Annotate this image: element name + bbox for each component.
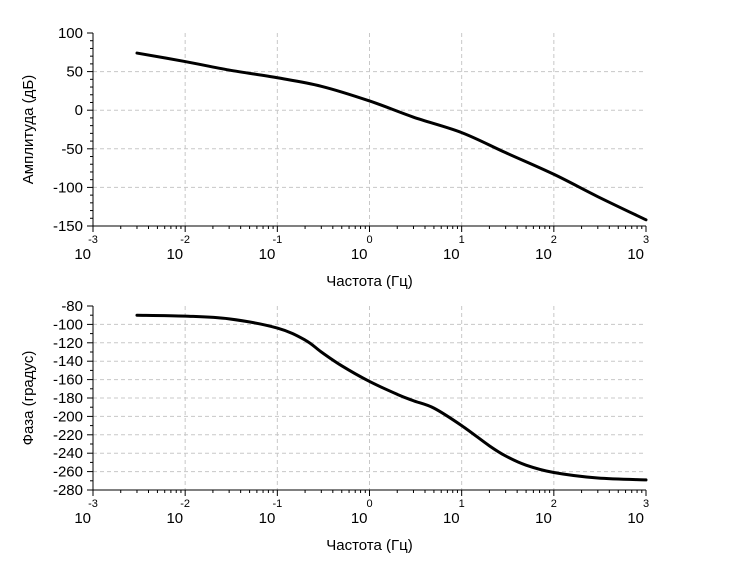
phase-x-tick-exponent: -1	[272, 498, 282, 510]
phase-x-tick-base: 10	[351, 510, 368, 527]
phase-y-tick-label: -180	[53, 390, 83, 407]
phase-x-tick-base: 10	[443, 510, 460, 527]
phase-x-axis-title: Частота (Гц)	[326, 537, 412, 554]
amplitude-y-axis-title: Амплитуда (дБ)	[20, 75, 37, 184]
phase-x-tick-label: 102	[535, 498, 557, 527]
amplitude-x-tick-label: 10-2	[166, 234, 190, 263]
phase-x-tick-base: 10	[627, 510, 644, 527]
phase-panel: -80-100-120-140-160-180-200-220-240-260-…	[20, 298, 649, 554]
phase-y-axis-title: Фаза (градус)	[20, 351, 37, 446]
amplitude-x-tick-base: 10	[166, 246, 183, 263]
amplitude-x-tick-label: 102	[535, 234, 557, 263]
phase-y-tick-label: -260	[53, 464, 83, 481]
amplitude-x-tick-exponent: -2	[180, 234, 190, 246]
amplitude-x-tick-base: 10	[535, 246, 552, 263]
amplitude-x-tick-base: 10	[259, 246, 276, 263]
phase-y-tick-label: -220	[53, 427, 83, 444]
phase-y-tick-label: -280	[53, 482, 83, 499]
phase-x-tick-base: 10	[74, 510, 91, 527]
amplitude-x-tick-exponent: 1	[459, 234, 465, 246]
phase-x-tick-exponent: -3	[88, 498, 98, 510]
phase-y-tick-label: -160	[53, 372, 83, 389]
amplitude-series-line	[135, 51, 648, 222]
amplitude-y-tick-label: 0	[75, 102, 83, 119]
phase-x-tick-exponent: 3	[643, 498, 649, 510]
amplitude-x-tick-base: 10	[443, 246, 460, 263]
phase-series-line	[135, 313, 648, 482]
amplitude-x-tick-base: 10	[351, 246, 368, 263]
amplitude-panel: 100500-50-100-15010-310-210-110010110210…	[20, 25, 649, 290]
phase-y-tick-label: -140	[53, 353, 83, 370]
amplitude-x-tick-label: 100	[351, 234, 373, 263]
amplitude-x-tick-label: 103	[627, 234, 649, 263]
phase-y-tick-label: -240	[53, 445, 83, 462]
amplitude-x-tick-base: 10	[627, 246, 644, 263]
phase-x-tick-label: 101	[443, 498, 465, 527]
phase-x-tick-base: 10	[259, 510, 276, 527]
amplitude-x-tick-exponent: 2	[551, 234, 557, 246]
amplitude-x-tick-exponent: 0	[366, 234, 372, 246]
phase-x-tick-label: 103	[627, 498, 649, 527]
amplitude-x-tick-label: 10-3	[74, 234, 98, 263]
phase-y-tick-label: -80	[61, 298, 83, 315]
phase-x-tick-base: 10	[166, 510, 183, 527]
phase-y-tick-label: -120	[53, 335, 83, 352]
phase-x-tick-label: 10-1	[259, 498, 283, 527]
phase-y-tick-label: -100	[53, 316, 83, 333]
phase-x-tick-label: 10-3	[74, 498, 98, 527]
amplitude-y-tick-label: 100	[58, 25, 83, 42]
amplitude-y-tick-label: -50	[61, 141, 83, 158]
phase-x-tick-label: 10-2	[166, 498, 190, 527]
amplitude-y-tick-label: -100	[53, 179, 83, 196]
amplitude-y-tick-label: -150	[53, 218, 83, 235]
amplitude-x-tick-exponent: -1	[272, 234, 282, 246]
phase-x-tick-exponent: 0	[366, 498, 372, 510]
phase-x-tick-label: 100	[351, 498, 373, 527]
amplitude-x-axis-title: Частота (Гц)	[326, 273, 412, 290]
amplitude-x-tick-label: 101	[443, 234, 465, 263]
phase-x-tick-exponent: 1	[459, 498, 465, 510]
amplitude-x-tick-base: 10	[74, 246, 91, 263]
amplitude-x-tick-exponent: -3	[88, 234, 98, 246]
phase-x-tick-base: 10	[535, 510, 552, 527]
amplitude-y-tick-label: 50	[66, 64, 83, 81]
amplitude-x-tick-label: 10-1	[259, 234, 283, 263]
phase-y-tick-label: -200	[53, 408, 83, 425]
amplitude-x-tick-exponent: 3	[643, 234, 649, 246]
phase-x-tick-exponent: -2	[180, 498, 190, 510]
phase-x-tick-exponent: 2	[551, 498, 557, 510]
